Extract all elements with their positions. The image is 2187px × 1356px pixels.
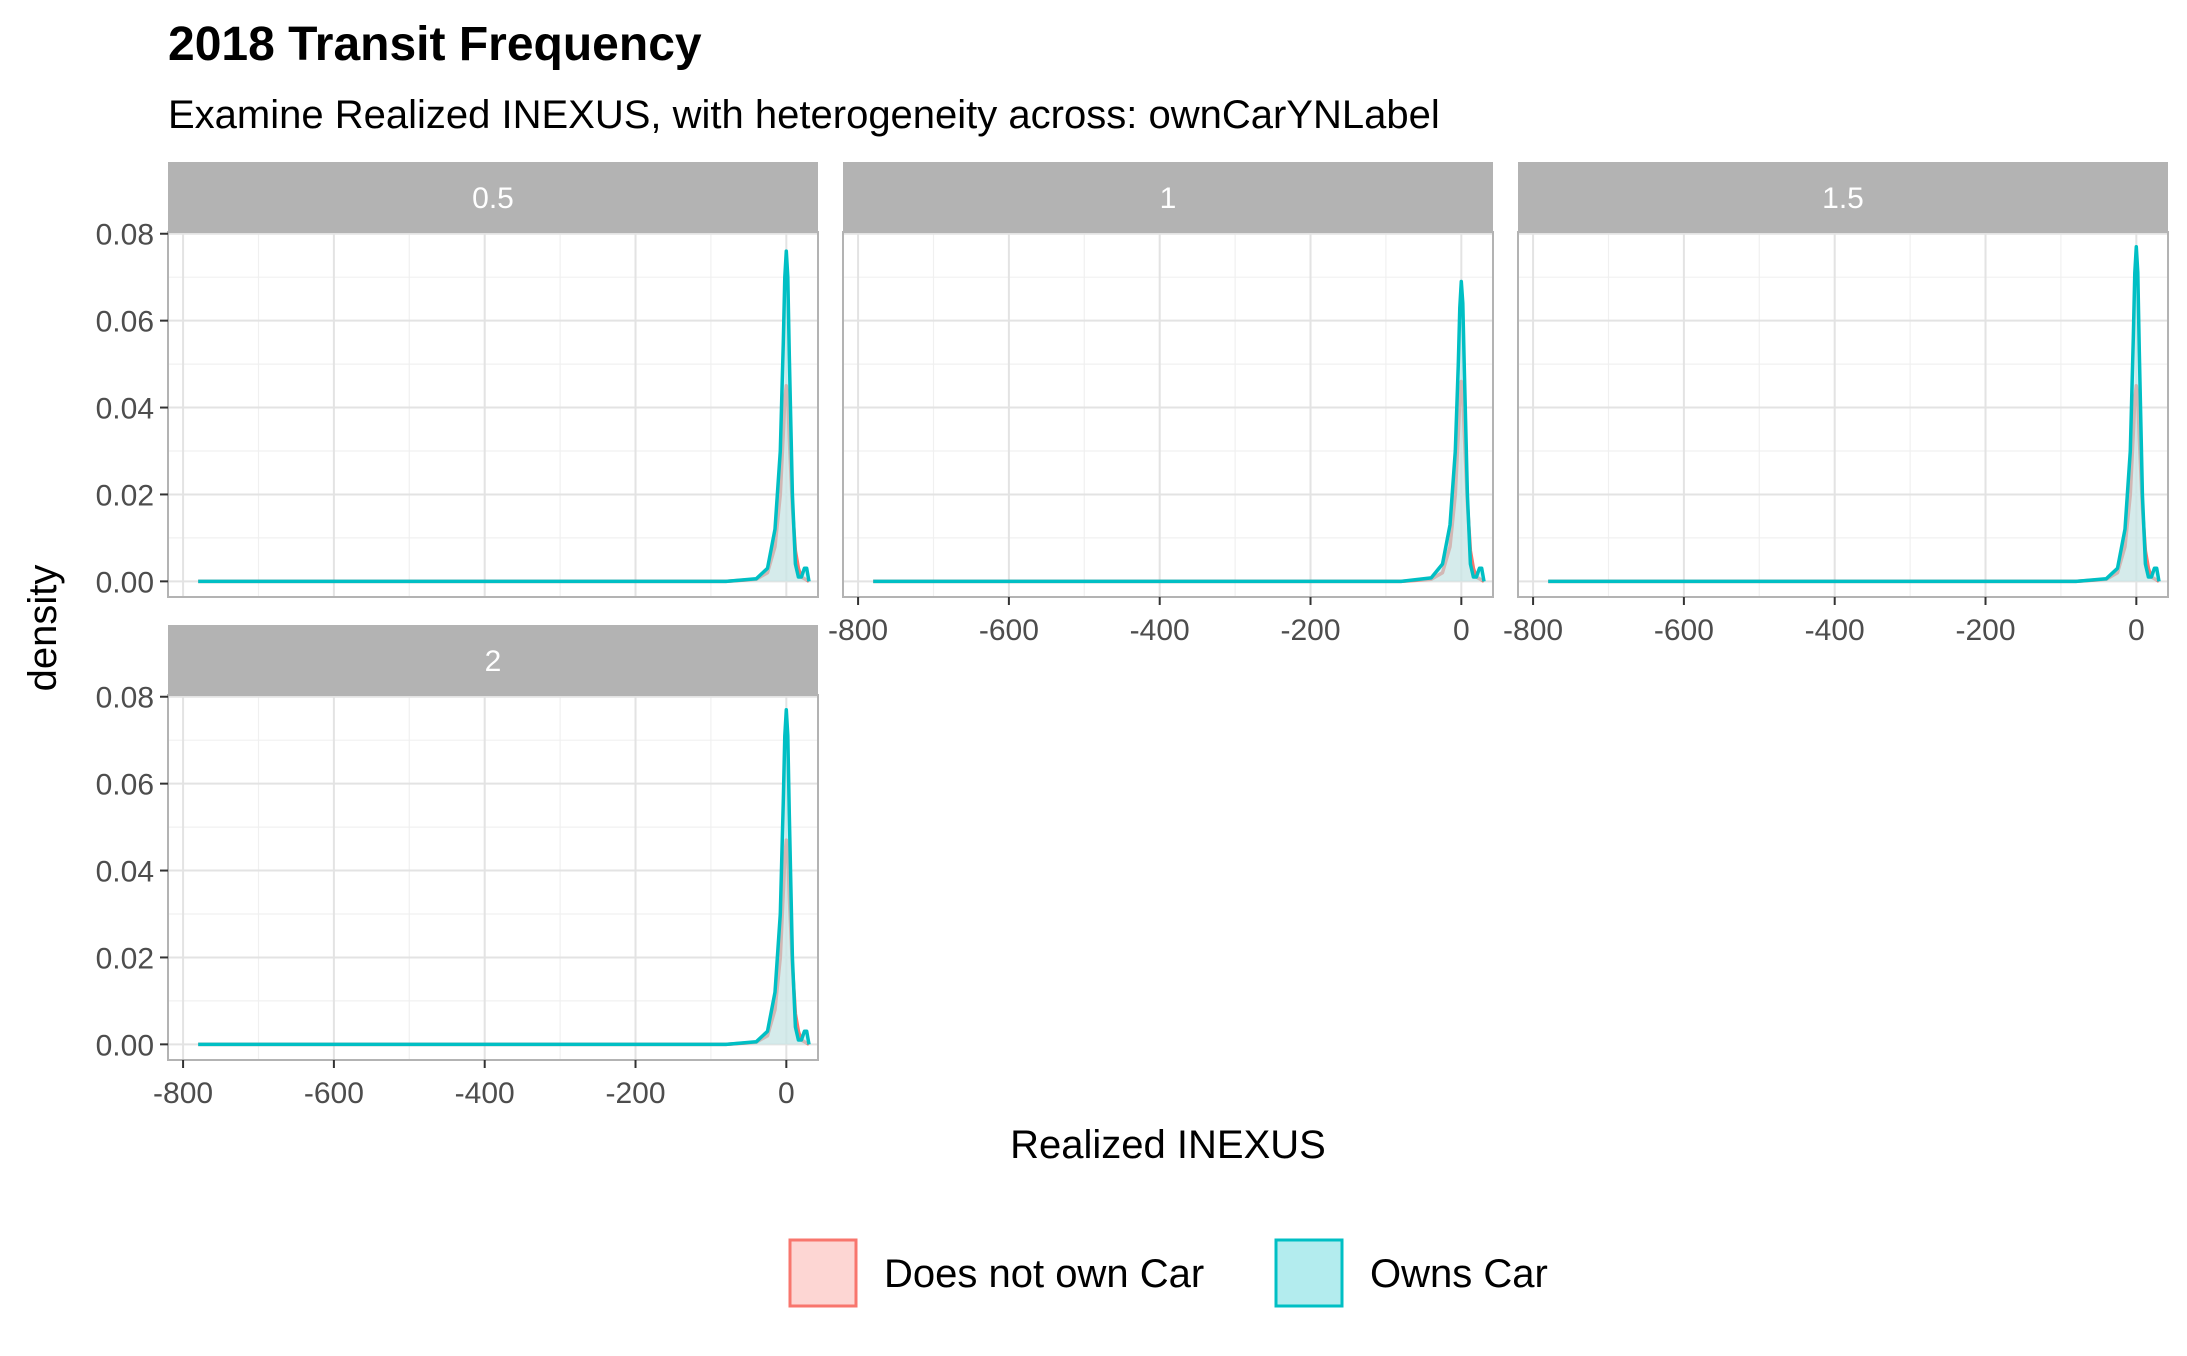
y-tick-label: 0.02 xyxy=(96,479,154,512)
x-tick-label: -400 xyxy=(1805,614,1865,647)
legend-label: Owns Car xyxy=(1370,1252,1548,1296)
facet-strip-label: 1.5 xyxy=(1822,182,1864,215)
facet-panel-0_5: 0.5 0.00 0.02 0.04 0.06 0.08 xyxy=(96,162,819,599)
x-tick-label: -200 xyxy=(605,1077,665,1110)
x-tick-label: 0 xyxy=(778,1077,795,1110)
facet-panel-1_5: 1.5 -800 -600 -400 -200 0 xyxy=(1503,162,2169,647)
panel-background xyxy=(843,232,1493,597)
facet-strip-label: 2 xyxy=(485,645,502,678)
x-tick-label: -800 xyxy=(828,614,888,647)
x-tick-label: -200 xyxy=(1280,614,1340,647)
legend: Does not own Car Owns Car xyxy=(788,1238,1548,1308)
x-tick-label: -800 xyxy=(153,1077,213,1110)
density-line-owns-car xyxy=(198,249,811,584)
panel-background xyxy=(1518,232,2168,597)
panel-border xyxy=(1517,231,2169,598)
x-tick-label: -600 xyxy=(304,1077,364,1110)
facet-strip-label: 0.5 xyxy=(472,182,514,215)
panel-background xyxy=(168,695,818,1060)
y-tick-label: 0.00 xyxy=(96,566,154,599)
facet-strip xyxy=(1518,162,2168,232)
density-line-owns-car xyxy=(873,279,1486,584)
density-line-owns-car xyxy=(1548,245,2161,584)
y-tick-label: 0.02 xyxy=(96,942,154,975)
y-tick-label: 0.06 xyxy=(96,769,154,802)
y-tick-label: 0.00 xyxy=(96,1029,154,1062)
density-line-owns-car xyxy=(198,708,811,1047)
chart-title: 2018 Transit Frequency xyxy=(168,18,702,71)
facet-panel-2: 2 0.00 0.02 0.04 0.06 0.08 -800 -600 -400 -200 0 xyxy=(96,625,819,1110)
legend-label: Does not own Car xyxy=(884,1252,1204,1296)
x-tick-label: -200 xyxy=(1955,614,2015,647)
y-tick-label: 0.08 xyxy=(96,682,154,715)
legend-item-does-not-own-car: Does not own Car xyxy=(788,1238,1204,1308)
x-tick-label: 0 xyxy=(2128,614,2145,647)
y-tick-label: 0.08 xyxy=(96,219,154,252)
x-tick-label: 0 xyxy=(1453,614,1470,647)
y-tick-label: 0.04 xyxy=(96,856,154,889)
x-tick-label: -400 xyxy=(455,1077,515,1110)
facet-strip xyxy=(168,625,818,695)
y-tick-label: 0.06 xyxy=(96,306,154,339)
x-tick-label: -800 xyxy=(1503,614,1563,647)
x-tick-label: -600 xyxy=(979,614,1039,647)
panel-border xyxy=(842,231,1494,598)
panel-background xyxy=(168,232,818,597)
y-tick-label: 0.04 xyxy=(96,393,154,426)
legend-key xyxy=(1274,1238,1344,1308)
facet-strip xyxy=(843,162,1493,232)
x-tick-label: -600 xyxy=(1654,614,1714,647)
panel-border xyxy=(167,694,819,1061)
facet-panel-1: 1 -800 -600 -400 -200 0 xyxy=(828,162,1494,647)
chart-subtitle: Examine Realized INEXUS, with heterogene… xyxy=(168,93,1440,137)
y-axis-label: density xyxy=(21,565,65,692)
legend-key xyxy=(788,1238,858,1308)
facet-strip-label: 1 xyxy=(1160,182,1177,215)
legend-item-owns-car: Owns Car xyxy=(1274,1238,1548,1308)
facet-panels: 0.5 0.00 0.02 0.04 0.06 0.08 1 -800 -600 -400 -200… xyxy=(96,162,2169,1110)
facet-strip xyxy=(168,162,818,232)
x-axis-label: Realized INEXUS xyxy=(1010,1123,1326,1167)
panel-border xyxy=(167,231,819,598)
x-tick-label: -400 xyxy=(1130,614,1190,647)
